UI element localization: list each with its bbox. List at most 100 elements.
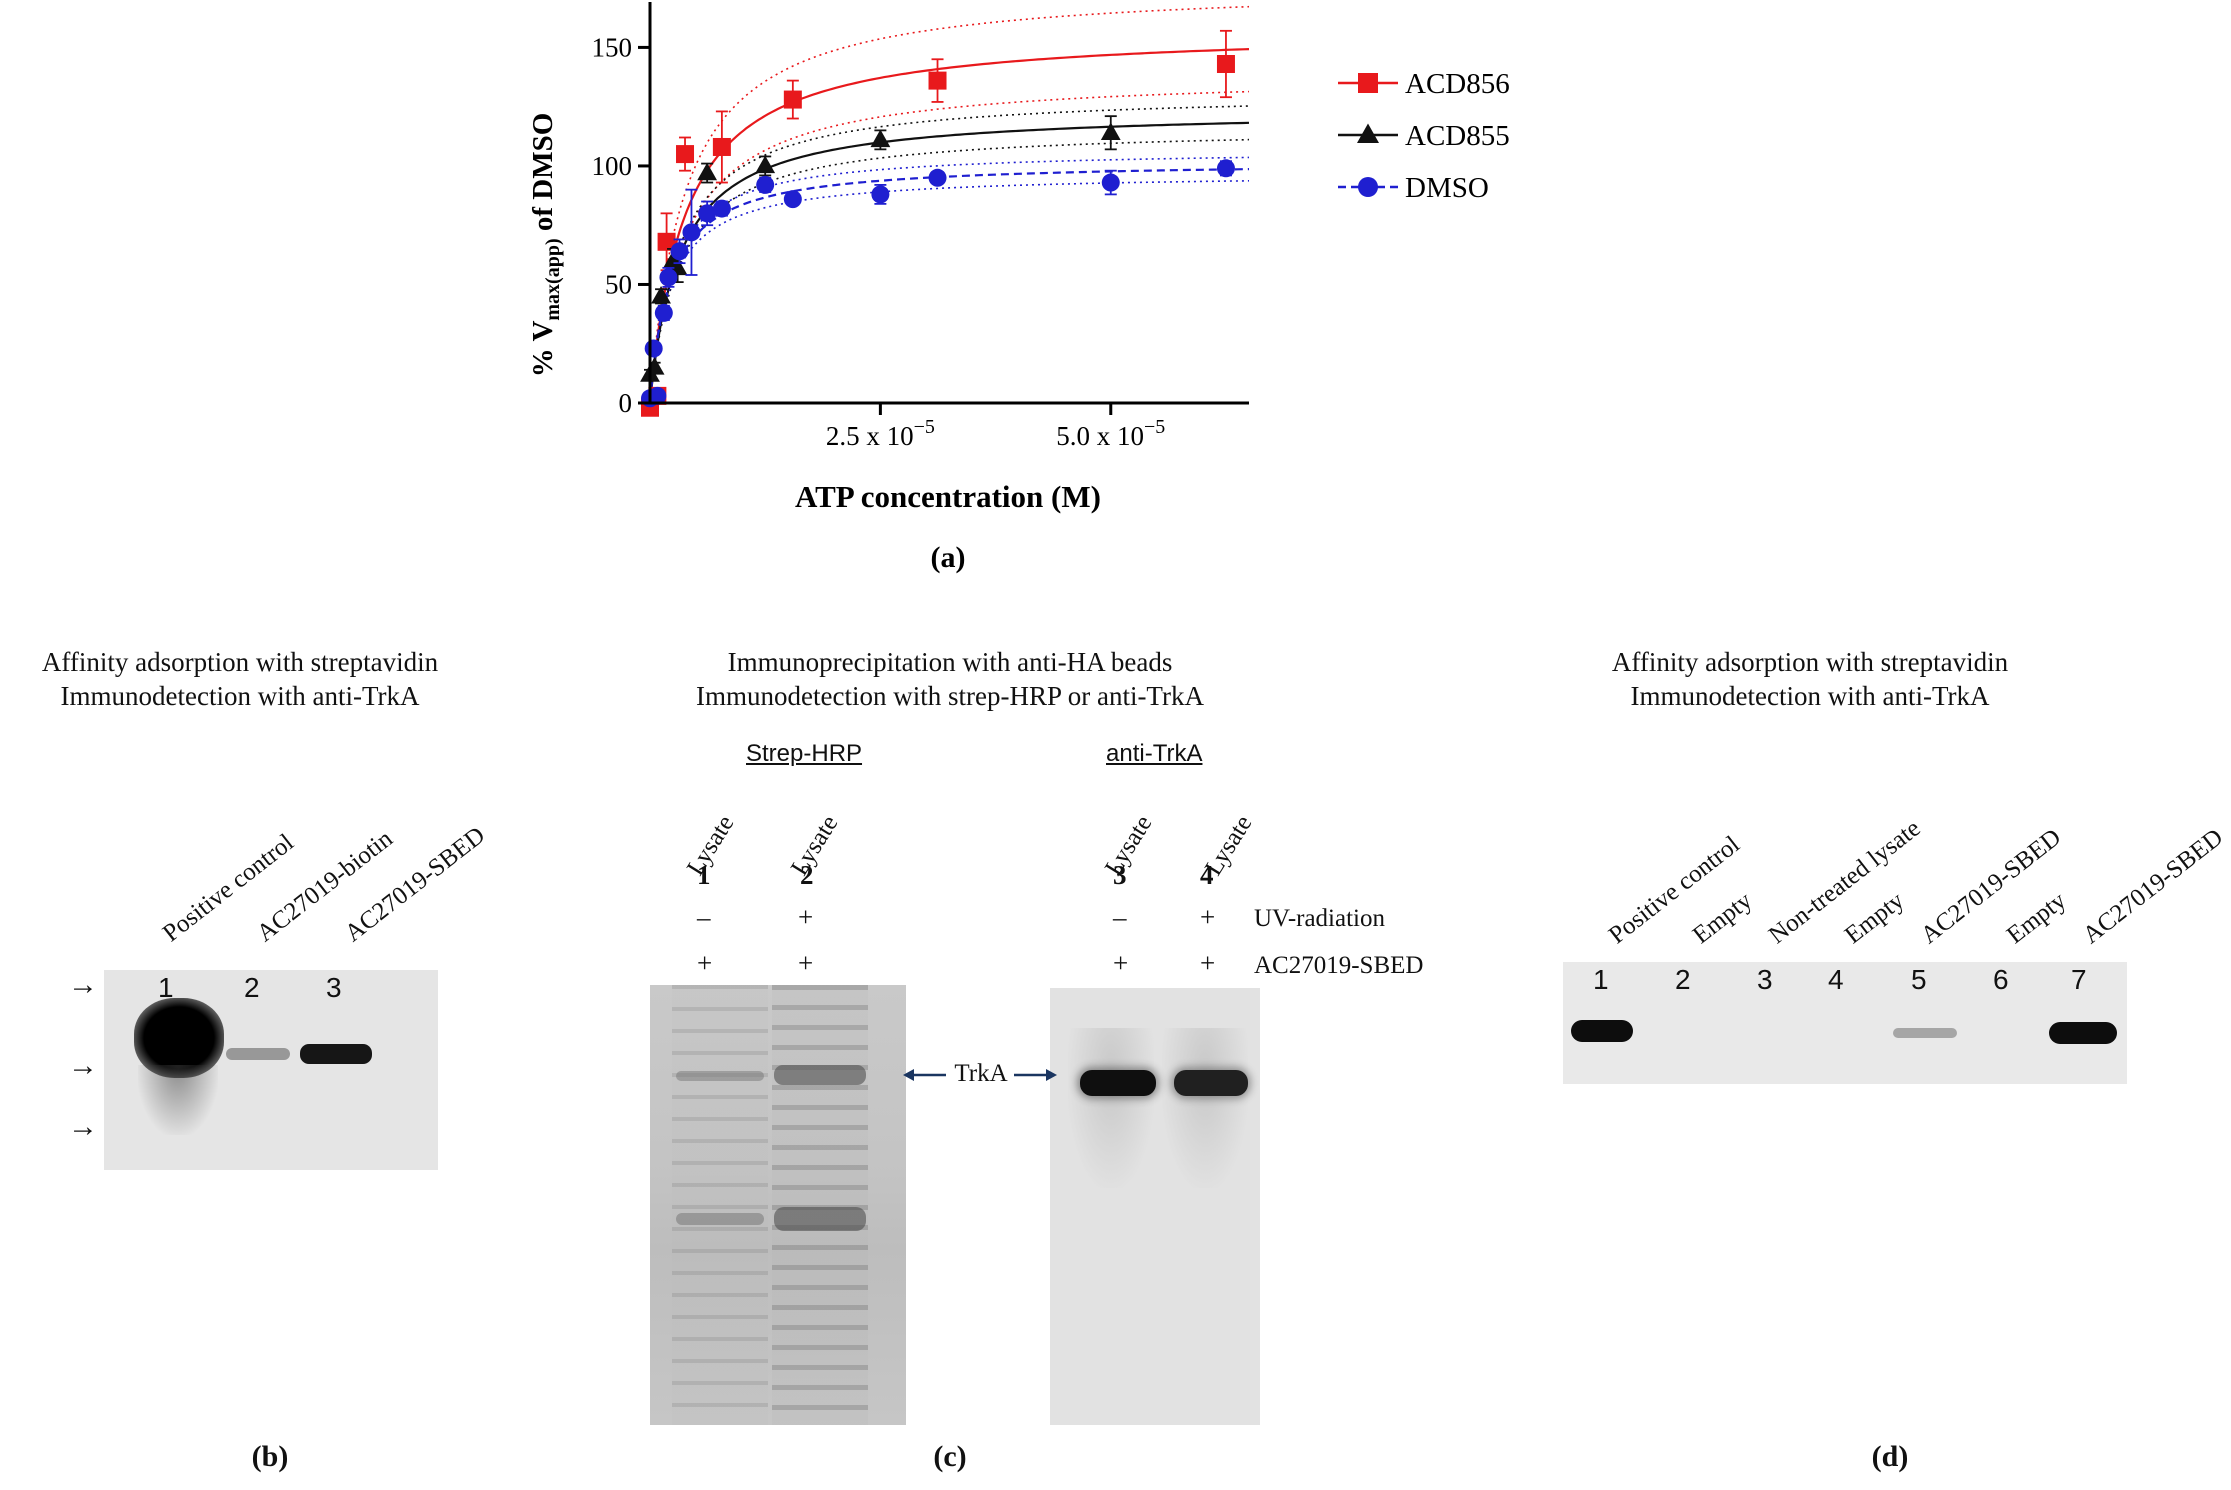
y-tick-label: 50 (605, 269, 632, 299)
panel-d-title-line-1: Affinity adsorption with streptavidin (1611, 647, 2009, 677)
ci-lower-DMSO (649, 180, 1250, 404)
data-point-DMSO (712, 199, 731, 218)
ci-lower-ACD856 (649, 90, 1250, 404)
data-point-DMSO (783, 190, 802, 209)
data-point-DMSO (871, 185, 890, 204)
lane-smear-1 (672, 985, 768, 1425)
data-point-ACD856 (1216, 55, 1235, 74)
ci-upper-DMSO (649, 156, 1250, 404)
panel-d-lane-label-4: Empty (1840, 886, 1910, 950)
data-point-DMSO (698, 204, 717, 223)
data-point-ACD856 (783, 90, 802, 109)
panel-c-title-line-1: Immunoprecipitation with anti-HA beads (727, 647, 1173, 677)
lane-number: 1 (158, 972, 174, 1003)
data-point-DMSO (928, 168, 947, 187)
band-c2-trka (774, 1065, 866, 1085)
y-tick-label: 100 (592, 151, 633, 181)
data-point-DMSO (1216, 159, 1235, 178)
panel-d-lane-label-7: AC27019-SBED (2078, 823, 2229, 950)
uv-radiation-label: UV-radiation (1254, 905, 1385, 932)
lane-number: 7 (2071, 964, 2087, 995)
ci-upper-ACD855 (649, 105, 1250, 404)
y-tick-label: 150 (592, 32, 633, 62)
uv-sign: + (798, 902, 814, 932)
legend-marker-DMSO (1358, 177, 1378, 197)
panel-d-lane-label-2: Empty (1688, 886, 1758, 950)
panel-b-title-line-1: Affinity adsorption with streptavidin (41, 647, 439, 677)
lane-number: 2 (1675, 964, 1691, 995)
legend-label-ACD856: ACD856 (1405, 68, 1510, 100)
panel-b-letter: (b) (251, 1440, 289, 1473)
legend-label-DMSO: DMSO (1405, 172, 1489, 204)
data-point-ACD855 (697, 162, 718, 181)
data-point-ACD856 (676, 145, 695, 164)
blot-c-anti-trka (1050, 988, 1260, 1425)
trka-double-arrow (903, 1069, 1057, 1081)
lane-number: 1 (1593, 964, 1609, 995)
band-c4-trka (1174, 1070, 1248, 1096)
legend-marker-ACD855 (1357, 123, 1379, 143)
arrow-icon-3: → (68, 1110, 98, 1143)
panel-c-title: Immunoprecipitation with anti-HA beads I… (600, 645, 1300, 713)
panel-d-letter: (d) (1871, 1440, 1909, 1473)
data-point-DMSO (659, 268, 678, 287)
trka-label: TrkA (954, 1060, 1008, 1087)
panel-c-letter: (c) (933, 1440, 967, 1473)
arrow-head-left-icon (903, 1069, 914, 1081)
band-b1-main (134, 998, 224, 1078)
data-point-DMSO (644, 339, 663, 358)
uv-sign: + (1200, 902, 1216, 932)
data-point-ACD856 (928, 71, 947, 90)
lane-haze-3 (1068, 1028, 1154, 1188)
y-tick-label: 0 (619, 388, 633, 418)
data-point-ACD855 (644, 357, 665, 375)
panel-c-title-line-2: Immunodetection with strep-HRP or anti-T… (696, 681, 1204, 711)
x-axis-label: ATP concentration (M) (795, 479, 1101, 514)
panel-b-title: Affinity adsorption with streptavidin Im… (0, 645, 480, 713)
lane-number: 3 (326, 972, 342, 1003)
panel-b-title-line-2: Immunodetection with anti-TrkA (60, 681, 420, 711)
fit-curve-DMSO (648, 168, 1250, 404)
band-c3-trka (1080, 1070, 1156, 1096)
lane-number: 2 (800, 860, 814, 890)
lane-number: 5 (1911, 964, 1927, 995)
panel-c-lane-label-3: Lysate (1100, 810, 1158, 881)
y-axis-label: % Vmax(app) of DMSO (527, 113, 564, 378)
band-d7 (2049, 1022, 2117, 1044)
group-label-strep-hrp: Strep-HRP (746, 740, 863, 767)
lane-number: 1 (697, 860, 711, 890)
data-point-DMSO (648, 386, 667, 405)
lane-smear-2 (772, 985, 868, 1425)
data-point-DMSO (756, 175, 775, 194)
band-b1-smear (138, 1065, 218, 1135)
band-b3 (300, 1044, 372, 1064)
panel-c-lane-label-1: Lysate (682, 810, 740, 881)
data-point-ACD855 (755, 155, 776, 174)
panel-c-lane-label-2: Lysate (786, 810, 844, 881)
uv-sign: – (697, 902, 711, 932)
blot-c-strep-hrp (650, 985, 906, 1425)
sbed-sign: + (697, 948, 713, 978)
chart-a: 0 50 100 150 2.5 x 10−5 5.0 x 10−5 ACD856 ACD8… (527, 2, 1510, 574)
band-d1 (1571, 1020, 1633, 1042)
sbed-label: AC27019-SBED (1254, 952, 1424, 979)
x-tick-label: 5.0 x 10−5 (1056, 416, 1165, 451)
data-point-ACD855 (870, 129, 891, 148)
band-c1-low (676, 1213, 764, 1225)
x-tick-label: 2.5 x 10−5 (826, 416, 935, 451)
lane-number: 4 (1828, 964, 1844, 995)
band-c1-trka (676, 1071, 764, 1081)
panel-a-letter: (a) (931, 541, 966, 574)
sbed-sign: + (1113, 948, 1129, 978)
sbed-sign: + (798, 948, 814, 978)
blot-b: 1 2 3 (104, 970, 438, 1170)
panel-d-lane-label-6: Empty (2002, 886, 2072, 950)
panel-d-title: Affinity adsorption with streptavidin Im… (1540, 645, 2080, 713)
ci-lower-ACD855 (649, 138, 1250, 404)
lane-number: 3 (1757, 964, 1773, 995)
data-point-DMSO (1101, 173, 1120, 192)
arrow-icon-1: → (68, 968, 98, 1001)
uv-sign: – (1113, 902, 1127, 932)
lane-haze-4 (1162, 1028, 1248, 1188)
legend-label-ACD855: ACD855 (1405, 120, 1510, 152)
